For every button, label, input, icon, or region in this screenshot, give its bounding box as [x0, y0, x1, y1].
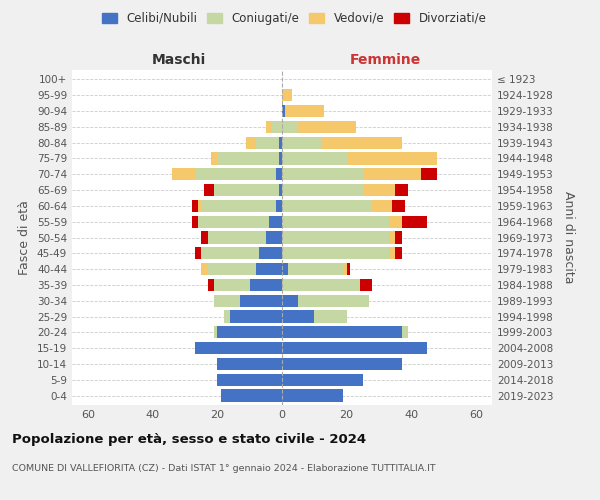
- Text: Maschi: Maschi: [151, 53, 206, 67]
- Bar: [214, 184, 279, 196]
- Bar: [282, 184, 363, 196]
- Bar: [282, 326, 401, 338]
- Bar: [195, 168, 275, 180]
- Bar: [247, 136, 256, 149]
- Bar: [198, 200, 201, 212]
- Bar: [282, 263, 289, 276]
- Bar: [282, 294, 298, 307]
- Bar: [421, 168, 437, 180]
- Bar: [191, 200, 198, 212]
- Bar: [211, 152, 217, 164]
- Bar: [289, 263, 343, 276]
- Bar: [347, 152, 437, 164]
- Text: Femmine: Femmine: [350, 53, 421, 67]
- Text: COMUNE DI VALLEFIORITA (CZ) - Dati ISTAT 1° gennaio 2024 - Elaborazione TUTTITAL: COMUNE DI VALLEFIORITA (CZ) - Dati ISTAT…: [12, 464, 436, 473]
- Bar: [282, 200, 373, 212]
- Bar: [221, 390, 282, 402]
- Bar: [230, 310, 282, 322]
- Bar: [279, 184, 282, 196]
- Bar: [214, 278, 250, 291]
- Bar: [195, 342, 282, 354]
- Bar: [282, 310, 314, 322]
- Bar: [343, 263, 347, 276]
- Bar: [208, 232, 266, 243]
- Bar: [401, 326, 408, 338]
- Bar: [198, 216, 269, 228]
- Bar: [389, 232, 395, 243]
- Y-axis label: Fasce di età: Fasce di età: [19, 200, 31, 275]
- Bar: [201, 263, 208, 276]
- Bar: [279, 152, 282, 164]
- Bar: [314, 310, 347, 322]
- Bar: [282, 232, 389, 243]
- Bar: [363, 184, 395, 196]
- Bar: [217, 358, 282, 370]
- Bar: [389, 216, 401, 228]
- Bar: [395, 232, 401, 243]
- Bar: [201, 200, 275, 212]
- Bar: [298, 294, 369, 307]
- Bar: [282, 136, 321, 149]
- Bar: [214, 326, 217, 338]
- Bar: [256, 263, 282, 276]
- Bar: [275, 200, 282, 212]
- Bar: [208, 278, 214, 291]
- Bar: [363, 168, 421, 180]
- Bar: [205, 184, 214, 196]
- Bar: [298, 120, 356, 133]
- Bar: [282, 390, 343, 402]
- Bar: [279, 136, 282, 149]
- Bar: [217, 326, 282, 338]
- Bar: [266, 232, 282, 243]
- Bar: [191, 216, 198, 228]
- Bar: [282, 120, 298, 133]
- Bar: [250, 278, 282, 291]
- Bar: [395, 184, 408, 196]
- Bar: [282, 105, 285, 117]
- Bar: [217, 374, 282, 386]
- Bar: [208, 263, 256, 276]
- Bar: [282, 168, 363, 180]
- Bar: [214, 294, 240, 307]
- Bar: [282, 342, 427, 354]
- Bar: [240, 294, 282, 307]
- Bar: [256, 136, 279, 149]
- Bar: [224, 310, 230, 322]
- Bar: [282, 358, 401, 370]
- Bar: [392, 200, 405, 212]
- Bar: [275, 168, 282, 180]
- Y-axis label: Anni di nascita: Anni di nascita: [562, 191, 575, 284]
- Bar: [282, 247, 389, 260]
- Bar: [347, 263, 350, 276]
- Bar: [285, 105, 324, 117]
- Bar: [282, 278, 359, 291]
- Bar: [201, 247, 259, 260]
- Bar: [389, 247, 395, 260]
- Bar: [359, 278, 373, 291]
- Bar: [373, 200, 392, 212]
- Legend: Celibi/Nubili, Coniugati/e, Vedovi/e, Divorziati/e: Celibi/Nubili, Coniugati/e, Vedovi/e, Di…: [98, 8, 490, 28]
- Bar: [259, 247, 282, 260]
- Bar: [266, 120, 272, 133]
- Bar: [217, 152, 279, 164]
- Bar: [201, 232, 208, 243]
- Bar: [272, 120, 282, 133]
- Bar: [282, 374, 363, 386]
- Bar: [282, 152, 347, 164]
- Bar: [282, 89, 292, 102]
- Bar: [395, 247, 401, 260]
- Bar: [195, 247, 201, 260]
- Bar: [321, 136, 401, 149]
- Bar: [401, 216, 427, 228]
- Text: Popolazione per età, sesso e stato civile - 2024: Popolazione per età, sesso e stato civil…: [12, 432, 366, 446]
- Bar: [172, 168, 195, 180]
- Bar: [269, 216, 282, 228]
- Bar: [282, 216, 389, 228]
